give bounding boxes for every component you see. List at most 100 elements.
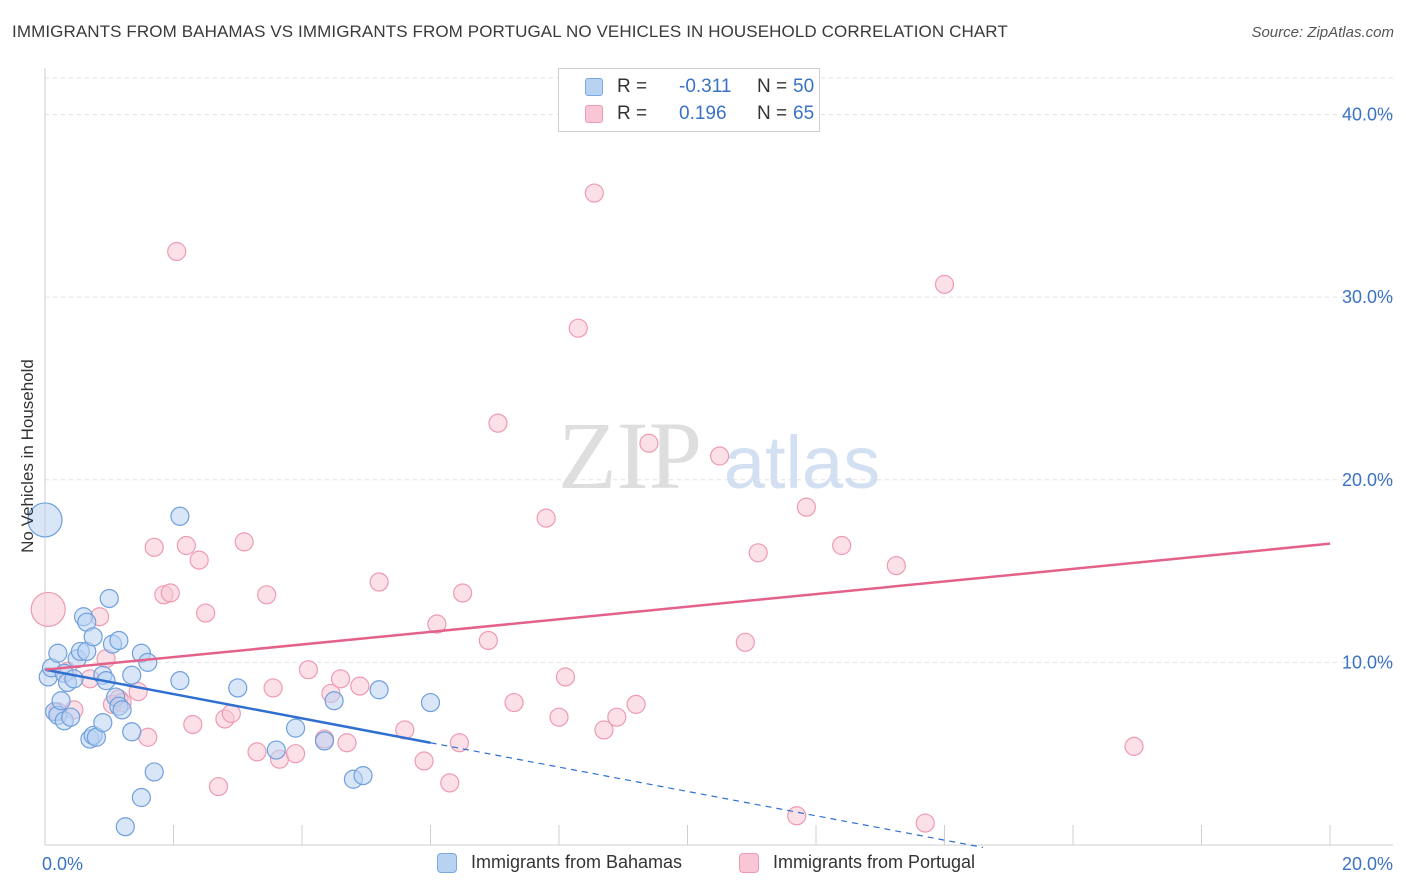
y-tick-label: 10.0% (1342, 652, 1393, 672)
point-portugal (549, 707, 569, 727)
trend-line-bahamas (44, 668, 431, 744)
tick-labels: 10.0% 20.0% 30.0% 40.0% 0.0% 20.0% (42, 105, 1393, 874)
point-portugal (594, 720, 614, 740)
point-portugal (247, 742, 267, 762)
x-tick-label: 0.0% (42, 854, 83, 874)
point-portugal (138, 727, 158, 747)
trend-lines (44, 542, 1331, 849)
bottom-legend-label-portugal: Immigrants from Portugal (773, 852, 976, 872)
source-credit: Source: ZipAtlas.com (1251, 24, 1394, 41)
point-portugal (330, 669, 351, 689)
correlation-legend: R = -0.311 N = 50 R = 0.196 N = 65 (558, 68, 820, 132)
point-portugal (208, 776, 229, 797)
bottom-legend-bahamas: Immigrants from Bahamas (437, 852, 727, 876)
point-portugal (369, 572, 389, 592)
point-bahamas (61, 707, 81, 727)
y-tick-label: 20.0% (1342, 470, 1393, 490)
point-portugal (167, 241, 187, 262)
point-portugal (189, 550, 209, 570)
point-bahamas (27, 502, 63, 538)
point-portugal (626, 694, 646, 714)
axes (44, 68, 1393, 846)
point-portugal (285, 744, 306, 764)
point-bahamas (131, 787, 151, 808)
point-portugal (832, 535, 852, 556)
y-axis-label: No Vehicles in Household (18, 359, 37, 553)
point-portugal (350, 676, 370, 696)
y-tick-label: 40.0% (1342, 105, 1393, 125)
watermark: ZIP atlas (558, 402, 880, 509)
point-bahamas (285, 718, 306, 738)
point-portugal (183, 714, 203, 735)
point-portugal (160, 583, 180, 603)
point-bahamas (369, 680, 389, 700)
legend-n-label: N = (757, 103, 788, 124)
point-portugal (886, 555, 906, 576)
point-portugal (607, 707, 627, 727)
bottom-legend-portugal: Immigrants from Portugal (739, 852, 1039, 876)
point-bahamas (51, 691, 71, 711)
point-bahamas (48, 643, 68, 663)
point-portugal (796, 497, 816, 517)
point-portugal (1124, 736, 1144, 756)
point-portugal (488, 413, 508, 433)
point-portugal (414, 751, 434, 771)
point-bahamas (99, 588, 119, 609)
point-bahamas (122, 722, 142, 742)
point-portugal (504, 692, 524, 713)
point-portugal (555, 667, 576, 687)
point-portugal (30, 591, 66, 628)
bottom-legend-swatch-portugal (739, 853, 759, 873)
point-bahamas (353, 766, 373, 786)
y-tick-label: 30.0% (1342, 287, 1393, 307)
point-bahamas (314, 731, 335, 751)
point-portugal (478, 630, 498, 651)
point-bahamas (122, 665, 142, 685)
point-portugal (337, 733, 357, 753)
point-portugal (710, 446, 730, 466)
legend-n-value-bahamas: 50 (793, 76, 815, 97)
point-portugal (639, 433, 659, 453)
legend-n-label: N = (757, 76, 788, 97)
watermark-atlas: atlas (724, 421, 880, 504)
legend-r-value-bahamas: -0.311 (679, 76, 732, 97)
grid-lines (45, 77, 1393, 663)
point-portugal (196, 603, 216, 623)
point-bahamas (170, 671, 190, 691)
point-portugal (298, 660, 319, 680)
point-bahamas (324, 691, 344, 711)
legend-n-value-portugal: 65 (793, 103, 815, 124)
point-portugal (440, 773, 460, 793)
legend-r-value-portugal: 0.196 (679, 103, 727, 124)
watermark-zip: ZIP (558, 402, 702, 509)
legend-r-label: R = (617, 76, 648, 97)
point-portugal (568, 318, 588, 338)
x-tick-label: 20.0% (1342, 854, 1393, 874)
point-portugal (584, 183, 604, 203)
point-portugal (934, 274, 955, 294)
point-portugal (234, 532, 254, 552)
point-portugal (176, 535, 196, 556)
point-bahamas (115, 817, 135, 837)
point-portugal (257, 585, 277, 605)
point-portugal (263, 678, 283, 698)
point-bahamas (266, 740, 286, 760)
point-bahamas (93, 713, 113, 733)
point-portugal (453, 583, 473, 603)
point-bahamas (138, 652, 158, 672)
point-portugal (536, 508, 556, 528)
trend-line-bahamas-extension (430, 742, 984, 849)
bottom-legend-swatch-bahamas (437, 853, 457, 873)
point-portugal (427, 614, 447, 634)
point-bahamas (109, 630, 129, 651)
legend-swatch-portugal (585, 105, 603, 123)
chart-title: IMMIGRANTS FROM BAHAMAS VS IMMIGRANTS FR… (12, 22, 1008, 41)
point-bahamas (228, 678, 248, 698)
legend-r-label: R = (617, 103, 648, 124)
trend-line-portugal (44, 542, 1331, 671)
point-bahamas (112, 700, 132, 720)
point-bahamas (170, 506, 190, 526)
bottom-legend-label-bahamas: Immigrants from Bahamas (471, 852, 683, 872)
legend-swatch-bahamas (585, 78, 603, 96)
